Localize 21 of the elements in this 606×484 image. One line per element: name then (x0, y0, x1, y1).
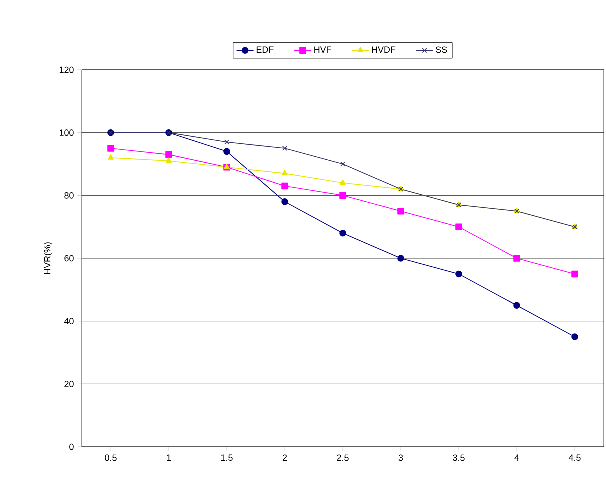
y-tick-label: 120 (60, 66, 74, 74)
y-axis-title: HVR(%) (44, 242, 52, 274)
y-tick-label: 100 (60, 130, 74, 136)
x-tick-label: 2.5 (337, 454, 349, 462)
x-tick-label: 2 (282, 454, 288, 462)
x-tick-label: 3 (398, 454, 404, 462)
y-tick-label: 40 (64, 318, 74, 325)
y-tick-label: 0 (70, 444, 74, 450)
x-tick-label: 1.5 (221, 454, 233, 462)
y-tick-label: 80 (64, 192, 74, 199)
legend-label: EDF (256, 46, 274, 53)
y-tick-label: 60 (64, 255, 74, 262)
y-tick-label: 20 (64, 380, 74, 388)
x-tick-label: 4.5 (568, 454, 581, 462)
x-tick-label: 0.5 (105, 454, 117, 462)
legend-label: HVF (314, 46, 332, 53)
x-tick-label: 1 (167, 454, 172, 461)
legend-label: SS (436, 46, 448, 54)
legend-label: HVDF (372, 46, 396, 53)
x-tick-label: 3.5 (453, 454, 465, 462)
x-tick-label: 4 (514, 454, 520, 461)
